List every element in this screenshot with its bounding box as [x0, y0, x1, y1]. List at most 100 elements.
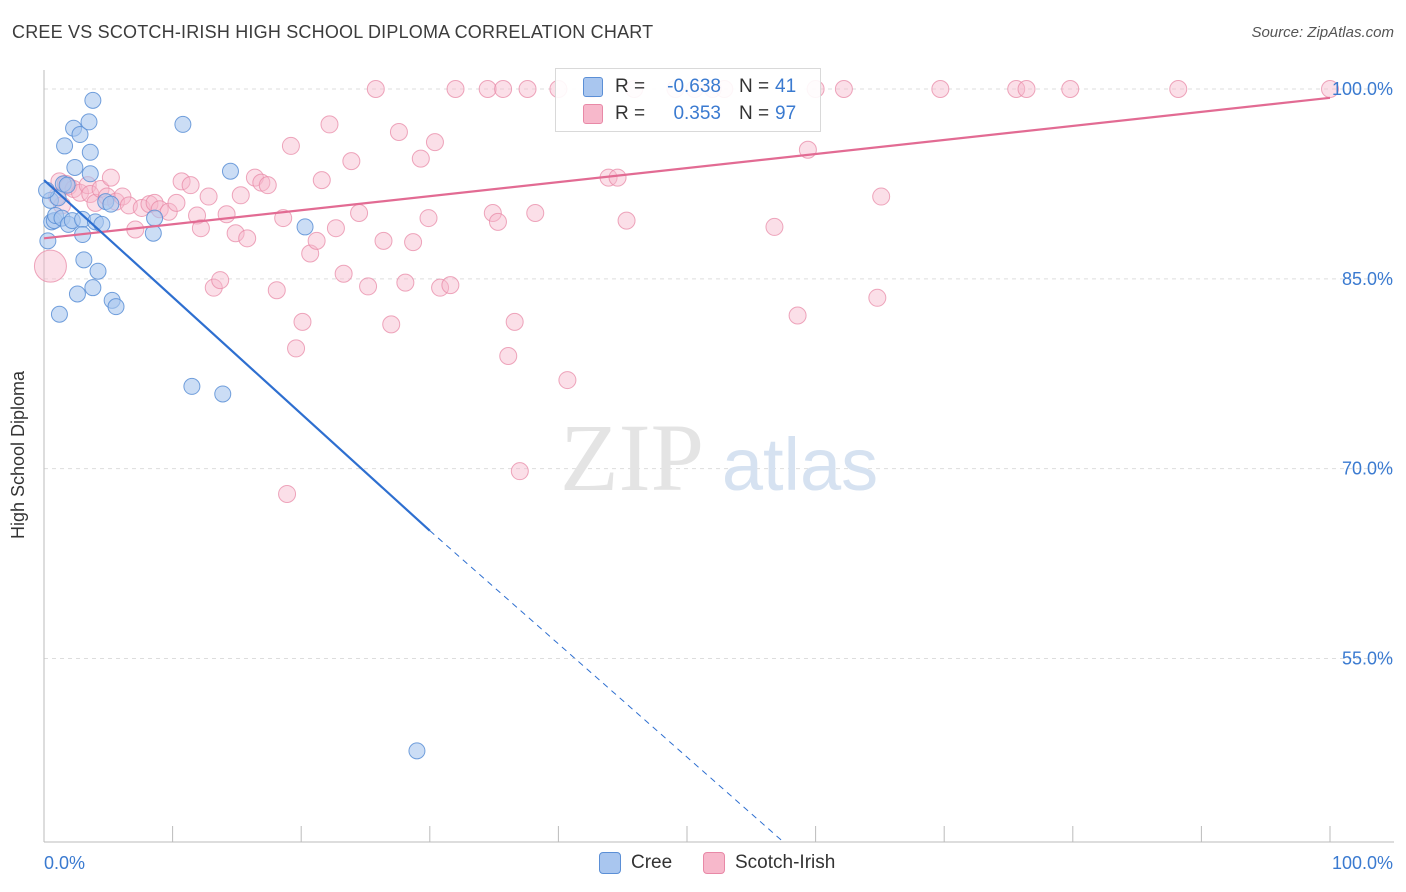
cree-point [103, 196, 119, 212]
scotch-irish-point [426, 134, 443, 151]
scotch-irish-point [405, 234, 422, 251]
cree-point [222, 163, 238, 179]
scotch-irish-point [218, 206, 235, 223]
legend-row-cree: R = -0.638 N = 41 [556, 74, 815, 100]
cree-point [59, 177, 75, 193]
legend-row-scotch-irish: R = 0.353 N = 97 [556, 101, 815, 127]
scotch-irish-point [335, 265, 352, 282]
y-tick-label: 100.0% [1332, 79, 1393, 99]
scotch-irish-point [367, 80, 384, 97]
cree-point [39, 182, 55, 198]
y-axis-label: High School Diploma [8, 371, 29, 539]
axes [44, 70, 1394, 842]
series-legend: Cree Scotch-Irish [0, 852, 1406, 878]
scotch-irish-point [288, 340, 305, 357]
scotch-irish-point [343, 153, 360, 170]
cree-point [82, 166, 98, 182]
watermark: ZIP atlas [560, 404, 878, 511]
cree-point [57, 138, 73, 154]
scotch-irish-point [375, 232, 392, 249]
scotch-irish-point [527, 205, 544, 222]
scotch-irish-point [294, 313, 311, 330]
scotch-irish-point [932, 80, 949, 97]
scotch-irish-swatch [583, 104, 603, 124]
scotch-irish-point [789, 307, 806, 324]
legend-n-label: N = [739, 103, 775, 125]
scotch-irish-point [618, 212, 635, 229]
scotch-irish-swatch [703, 852, 725, 874]
watermark-zip: ZIP [560, 404, 704, 511]
cree-point [69, 286, 85, 302]
scotch-irish-point [519, 80, 536, 97]
scotch-irish-point [511, 463, 528, 480]
legend-r-label: R = [615, 76, 651, 98]
legend-n-value: 41 [775, 76, 815, 98]
scotch-irish-point [239, 230, 256, 247]
scotch-irish-point [383, 316, 400, 333]
scatter-chart: ZIP atlas 100.0%85.0%70.0%55.0%0.0% 100.0… [0, 0, 1406, 892]
cree-point [90, 263, 106, 279]
scotch-irish-point [479, 80, 496, 97]
scotch-irish-point [268, 282, 285, 299]
cree-point [82, 144, 98, 160]
scotch-irish-point [420, 210, 437, 227]
scotch-irish-point [168, 194, 185, 211]
scotch-irish-point [360, 278, 377, 295]
scotch-irish-point [327, 220, 344, 237]
scotch-irish-point [390, 124, 407, 141]
cree-point [108, 299, 124, 315]
cree-point [215, 386, 231, 402]
scotch-irish-point [200, 188, 217, 205]
y-tick-label: 70.0% [1342, 459, 1393, 479]
scotch-irish-point [869, 289, 886, 306]
cree-point [81, 114, 97, 130]
cree-point [76, 252, 92, 268]
legend-r-value: -0.638 [651, 76, 721, 98]
cree-point [184, 378, 200, 394]
legend-n-label: N = [739, 76, 775, 98]
cree-point [85, 280, 101, 296]
scotch-irish-point [873, 188, 890, 205]
watermark-atlas: atlas [722, 423, 878, 506]
legend-r-label: R = [615, 103, 651, 125]
y-tick-label: 55.0% [1342, 648, 1393, 668]
scotch-irish-point [397, 274, 414, 291]
scotch-irish-point [1062, 80, 1079, 97]
scotch-irish-point [1018, 80, 1035, 97]
scotch-irish-point [34, 250, 66, 282]
scotch-irish-point [766, 218, 783, 235]
scotch-irish-point [313, 172, 330, 189]
scotch-irish-point [102, 169, 119, 186]
scotch-irish-point [212, 272, 229, 289]
scotch-irish-point [447, 80, 464, 97]
stats-legend: R = -0.638 N = 41 R = 0.353 N = 97 [555, 68, 821, 132]
scotch-irish-point [500, 348, 517, 365]
cree-point [67, 159, 83, 175]
cree-point [147, 210, 163, 226]
scotch-irish-point [495, 80, 512, 97]
legend-label-scotch-irish: Scotch-Irish [735, 852, 835, 874]
scotch-irish-point [259, 177, 276, 194]
scotch-irish-point [442, 277, 459, 294]
legend-item-scotch-irish[interactable]: Scotch-Irish [703, 852, 835, 874]
cree-point [94, 216, 110, 232]
cree-point [85, 92, 101, 108]
scotch-irish-point [232, 187, 249, 204]
scotch-irish-point [609, 169, 626, 186]
legend-label-cree: Cree [631, 852, 672, 874]
cree-point [409, 743, 425, 759]
cree-point [51, 306, 67, 322]
scotch-irish-point [412, 150, 429, 167]
legend-r-value: 0.353 [651, 103, 721, 125]
scotch-irish-point [321, 116, 338, 133]
scotch-irish-point [1170, 80, 1187, 97]
scotch-irish-point [489, 213, 506, 230]
legend-n-value: 97 [775, 103, 815, 125]
scotch-irish-point [282, 137, 299, 154]
scotch-irish-point [559, 372, 576, 389]
scotch-irish-point [506, 313, 523, 330]
scotch-irish-point [351, 205, 368, 222]
legend-item-cree[interactable]: Cree [599, 852, 672, 874]
cree-swatch [599, 852, 621, 874]
scotch-irish-point [182, 177, 199, 194]
